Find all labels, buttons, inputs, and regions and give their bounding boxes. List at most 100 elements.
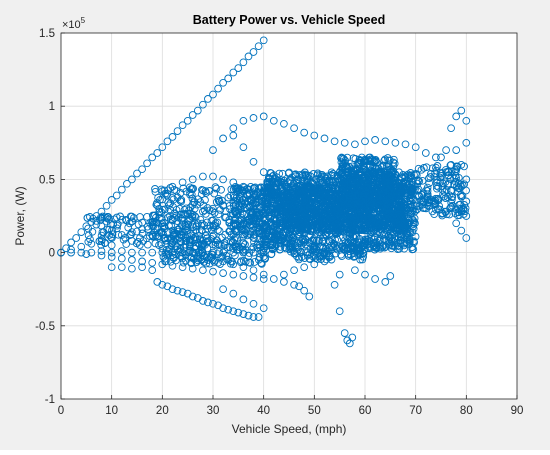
data-point (379, 217, 388, 226)
data-point (228, 244, 237, 252)
x-tick-label: 30 (207, 405, 220, 417)
data-point (280, 119, 288, 128)
data-point (231, 206, 239, 215)
data-point (228, 209, 237, 218)
data-point (290, 194, 298, 202)
data-point (405, 174, 413, 183)
x-ticks: 0 10 20 30 40 50 60 70 80 90 (58, 395, 523, 417)
data-point (67, 245, 75, 254)
data-point (377, 170, 385, 179)
data-point (186, 253, 195, 262)
data-points (57, 36, 471, 348)
data-point (239, 58, 248, 67)
data-point (408, 245, 417, 254)
data-point (304, 184, 313, 193)
data-point (158, 260, 167, 269)
data-point (239, 248, 248, 257)
data-point (405, 180, 413, 188)
data-point (344, 239, 352, 248)
data-point (224, 305, 233, 314)
data-point (168, 216, 177, 225)
data-point (452, 112, 461, 121)
data-point (178, 248, 187, 257)
data-point (270, 171, 278, 180)
data-point (295, 204, 303, 212)
data-point (395, 213, 403, 222)
data-point (173, 217, 182, 225)
data-point (259, 36, 268, 45)
data-point (350, 170, 358, 179)
data-point (128, 175, 136, 184)
data-point (325, 253, 333, 262)
data-point (276, 200, 285, 208)
data-point (432, 153, 440, 162)
data-point (265, 227, 274, 236)
data-point (291, 242, 300, 250)
data-point (455, 184, 464, 192)
x-tick-label: 80 (460, 405, 473, 417)
data-point (107, 263, 116, 272)
data-point (280, 238, 288, 247)
data-point (417, 165, 426, 174)
data-point (290, 124, 298, 133)
data-point (193, 235, 202, 244)
data-point (191, 212, 199, 220)
data-point (151, 239, 160, 248)
data-point (167, 241, 176, 249)
data-point (133, 169, 141, 178)
data-point (357, 158, 366, 167)
data-point (164, 198, 173, 207)
data-point (204, 298, 212, 307)
data-point (128, 264, 136, 273)
data-point (360, 166, 369, 174)
data-point (143, 159, 151, 168)
data-point (342, 161, 351, 170)
data-point (452, 219, 461, 228)
data-point (128, 217, 137, 226)
data-point (452, 162, 461, 171)
data-point (444, 168, 453, 177)
data-point (351, 140, 359, 149)
data-point (342, 221, 350, 230)
axes-box (60, 32, 518, 400)
data-point (349, 243, 357, 252)
data-point (300, 177, 309, 186)
data-point (176, 196, 185, 205)
data-point (337, 153, 346, 162)
data-point (238, 209, 247, 218)
data-point (158, 143, 167, 152)
data-point (214, 226, 222, 234)
data-point (325, 224, 334, 233)
data-point (219, 269, 227, 277)
data-point (158, 244, 167, 253)
data-point (339, 155, 348, 163)
data-point (340, 241, 348, 250)
data-point (284, 169, 293, 178)
data-point (112, 213, 121, 222)
data-point (242, 221, 251, 229)
data-point (368, 215, 377, 224)
data-point (311, 187, 320, 196)
data-point (219, 134, 227, 143)
data-point (188, 264, 197, 273)
data-point (182, 187, 191, 196)
data-point (353, 185, 362, 193)
data-point (339, 203, 347, 212)
data-point (340, 329, 349, 337)
data-point (259, 219, 268, 228)
data-point (217, 185, 225, 194)
data-point (231, 201, 240, 210)
data-point (390, 170, 399, 179)
data-point (313, 212, 321, 220)
data-point (259, 246, 267, 254)
data-point (102, 214, 111, 222)
data-point (188, 210, 197, 219)
data-point (401, 140, 410, 149)
data-point (320, 257, 329, 266)
data-point (237, 225, 246, 234)
data-point (101, 238, 109, 247)
data-point (290, 205, 299, 214)
data-point (224, 255, 233, 264)
data-point (239, 310, 248, 318)
